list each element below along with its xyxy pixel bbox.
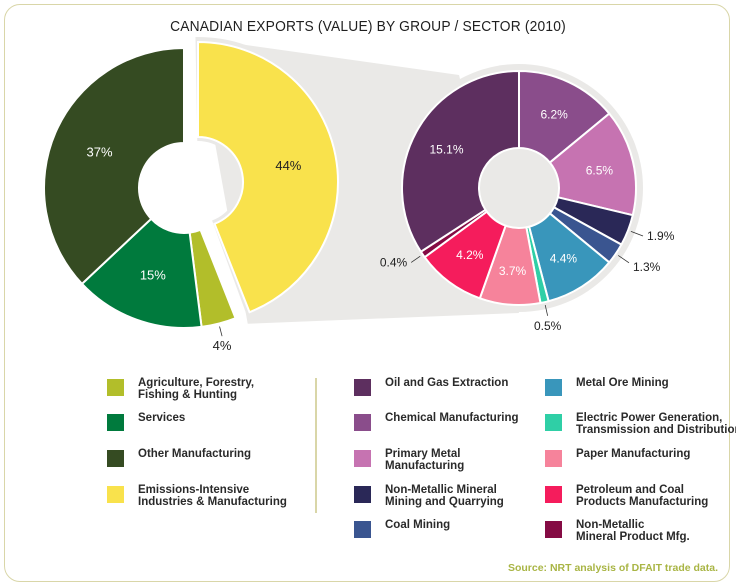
legend-swatch	[545, 414, 562, 431]
data-label-petroleum-and-coal-products-manufacturing: 4.2%	[456, 248, 484, 262]
legend-label: Agriculture, Forestry, Fishing & Hunting	[138, 377, 255, 401]
legend-swatch	[354, 521, 371, 538]
legend-label: Services	[138, 412, 186, 424]
legend-item: Oil and Gas Extraction	[354, 377, 575, 396]
legend-swatch	[354, 379, 371, 396]
legend-label: Coal Mining	[385, 519, 451, 531]
legend-label: Non-Metallic Mineral Mining and Quarryin…	[385, 484, 504, 508]
legend-label: Chemical Manufacturing	[385, 412, 519, 424]
legend-label: Electric Power Generation, Transmission …	[576, 412, 736, 436]
legend-item: Non-Metallic Mineral Mining and Quarryin…	[354, 484, 575, 508]
data-label-other-manufacturing: 37%	[87, 144, 113, 159]
chart-frame	[4, 4, 730, 582]
legend-swatch	[107, 450, 124, 467]
legend-item: Chemical Manufacturing	[354, 412, 575, 431]
leader-line	[410, 255, 421, 263]
legend-item: Services	[107, 412, 328, 431]
data-label-electric-power-generation-transmission-and-distribution: 0.5%	[534, 319, 562, 333]
legend-divider	[315, 378, 317, 513]
data-label-paper-manufacturing: 3.7%	[499, 264, 527, 278]
data-label-non-metallic-mineral-mining-and-quarrying: 1.9%	[647, 229, 675, 243]
data-label-oil-and-gas-extraction: 15.1%	[429, 143, 463, 157]
legend-item: Metal Ore Mining	[545, 377, 736, 396]
legend-label: Primary Metal Manufacturing	[385, 448, 465, 472]
legend-item: Other Manufacturing	[107, 448, 328, 467]
legend-item: Paper Manufacturing	[545, 448, 736, 467]
legend-label: Non-Metallic Mineral Product Mfg.	[576, 519, 690, 543]
data-label-chemical-manufacturing: 6.2%	[541, 107, 569, 121]
leader-line	[544, 305, 549, 316]
slice-oil-and-gas-extraction	[401, 69, 520, 254]
data-label-non-metallic-mineral-product-mfg: 0.4%	[380, 255, 408, 269]
leader-line	[618, 255, 630, 264]
data-label-coal-mining: 1.3%	[633, 260, 661, 274]
legend-label: Other Manufacturing	[138, 448, 252, 460]
legend-swatch	[354, 450, 371, 467]
data-label-primary-metal-manufacturing: 6.5%	[586, 163, 614, 177]
legend-item: Electric Power Generation, Transmission …	[545, 412, 736, 436]
legend-item: Non-Metallic Mineral Product Mfg.	[545, 519, 736, 543]
data-label-services: 15%	[140, 268, 166, 283]
legend-swatch	[545, 486, 562, 503]
legend-label: Paper Manufacturing	[576, 448, 691, 460]
legend-swatch	[107, 414, 124, 431]
legend-swatch	[107, 379, 124, 396]
legend-item: Agriculture, Forestry, Fishing & Hunting	[107, 377, 328, 401]
legend-swatch	[545, 450, 562, 467]
data-label-metal-ore-mining: 4.4%	[550, 252, 578, 266]
legend-item: Coal Mining	[354, 519, 575, 538]
legend-swatch	[545, 379, 562, 396]
legend-label: Oil and Gas Extraction	[385, 377, 509, 389]
legend-label: Petroleum and Coal Products Manufacturin…	[576, 484, 709, 508]
legend-swatch	[545, 521, 562, 538]
slice-chemical-manufacturing	[518, 69, 611, 164]
leader-line	[219, 326, 223, 337]
legend-item: Petroleum and Coal Products Manufacturin…	[545, 484, 736, 508]
legend-item: Emissions-Intensive Industries & Manufac…	[107, 484, 328, 508]
legend-swatch	[354, 414, 371, 431]
data-label-agriculture-forestry-fishing-hunting: 4%	[213, 338, 232, 353]
slice-other-manufacturing	[43, 46, 185, 286]
data-label-emissions-intensive-industries-manufacturing: 44%	[275, 158, 301, 173]
slice-emissions-intensive-industries-manufacturing	[197, 40, 339, 314]
legend-label: Emissions-Intensive Industries & Manufac…	[138, 484, 287, 508]
leader-line	[630, 230, 644, 237]
legend-swatch	[107, 486, 124, 503]
source-note: Source: NRT analysis of DFAIT trade data…	[507, 562, 718, 574]
legend-swatch	[354, 486, 371, 503]
legend-item: Primary Metal Manufacturing	[354, 448, 575, 472]
chart-title: CANADIAN EXPORTS (VALUE) BY GROUP / SECT…	[170, 18, 566, 35]
legend-label: Metal Ore Mining	[576, 377, 669, 389]
slice-services	[80, 217, 203, 329]
